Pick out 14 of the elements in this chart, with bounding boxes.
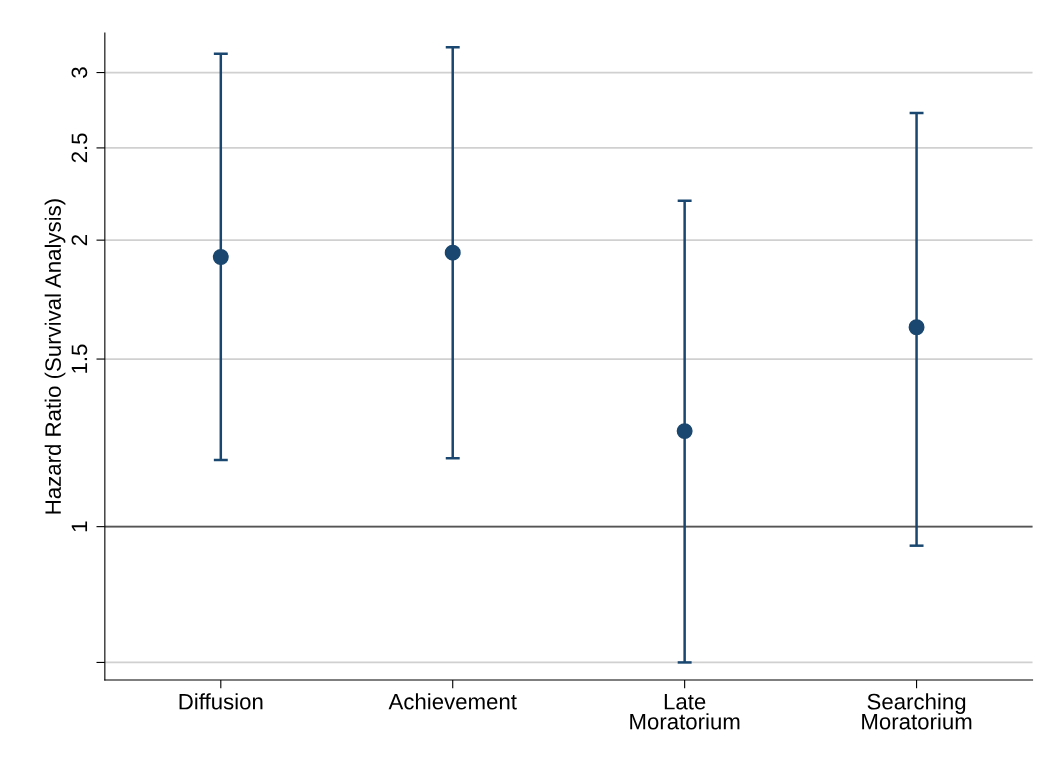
point — [444, 244, 461, 261]
y-tick-label: 3 — [71, 67, 88, 78]
y-tick-label: 2 — [71, 235, 88, 246]
y-tick-label: 1 — [71, 521, 88, 532]
point — [212, 249, 229, 265]
x-tick-label: Diffusion — [179, 693, 263, 710]
point — [676, 423, 693, 440]
x-tick-label: Searching Moratorium — [862, 693, 972, 730]
y-axis-title: Hazard Ratio (Survival Analysis) — [44, 199, 66, 514]
y-tick-label: 1.5 — [71, 344, 88, 373]
x-tick-label: Achievement — [388, 693, 517, 710]
y-tick-label: 2.5 — [71, 133, 88, 163]
x-tick-label: Late Moratorium — [630, 694, 740, 730]
point — [908, 319, 925, 336]
